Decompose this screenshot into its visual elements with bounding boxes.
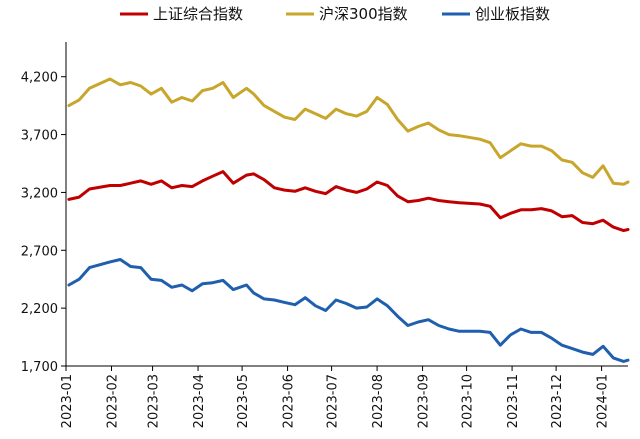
series-line-1: [67, 77, 630, 186]
series-layer: [67, 77, 630, 363]
x-tick-label: 2023-04: [192, 374, 207, 428]
y-tick-label: 2,700: [21, 244, 58, 259]
legend-item-2: 创业板指数: [442, 5, 550, 23]
chart-legend: 上证综合指数 沪深300指数 创业板指数: [120, 5, 550, 23]
legend-label-2: 创业板指数: [475, 5, 550, 23]
x-tick-label: 2023-03: [147, 374, 162, 428]
x-tick-label: 2024-01: [596, 374, 611, 428]
x-tick-label: 2023-05: [236, 374, 251, 428]
x-tick-label: 2023-09: [417, 374, 432, 428]
series-line-0: [67, 170, 630, 233]
y-tick-label: 3,700: [21, 129, 58, 144]
legend-label-1: 沪深300指数: [319, 5, 408, 23]
x-axis-ticks: 2023-01 2023-02 2023-03 2023-04 2023-05 2023-…: [60, 366, 611, 428]
legend-item-1: 沪深300指数: [286, 5, 408, 23]
x-tick-label: 2023-06: [282, 374, 297, 428]
y-tick-label: 3,200: [21, 186, 58, 201]
x-tick-label: 2023-07: [326, 374, 341, 428]
legend-item-0: 上证综合指数: [120, 5, 243, 23]
y-tick-label: 4,200: [21, 71, 58, 86]
x-tick-label: 2023-02: [105, 374, 120, 428]
x-tick-label: 2023-11: [506, 374, 521, 428]
x-tick-label: 2023-08: [371, 374, 386, 428]
x-tick-label: 2023-01: [60, 374, 75, 428]
legend-label-0: 上证综合指数: [153, 5, 243, 23]
series-line-2: [67, 258, 630, 363]
y-tick-label: 1,700: [21, 360, 58, 375]
x-tick-label: 2023-12: [550, 374, 565, 428]
x-tick-label: 2023-10: [461, 374, 476, 428]
y-axis-ticks: 1,700 2,200 2,700 3,200 3,700 4,200: [21, 71, 66, 375]
y-tick-label: 2,200: [21, 302, 58, 317]
